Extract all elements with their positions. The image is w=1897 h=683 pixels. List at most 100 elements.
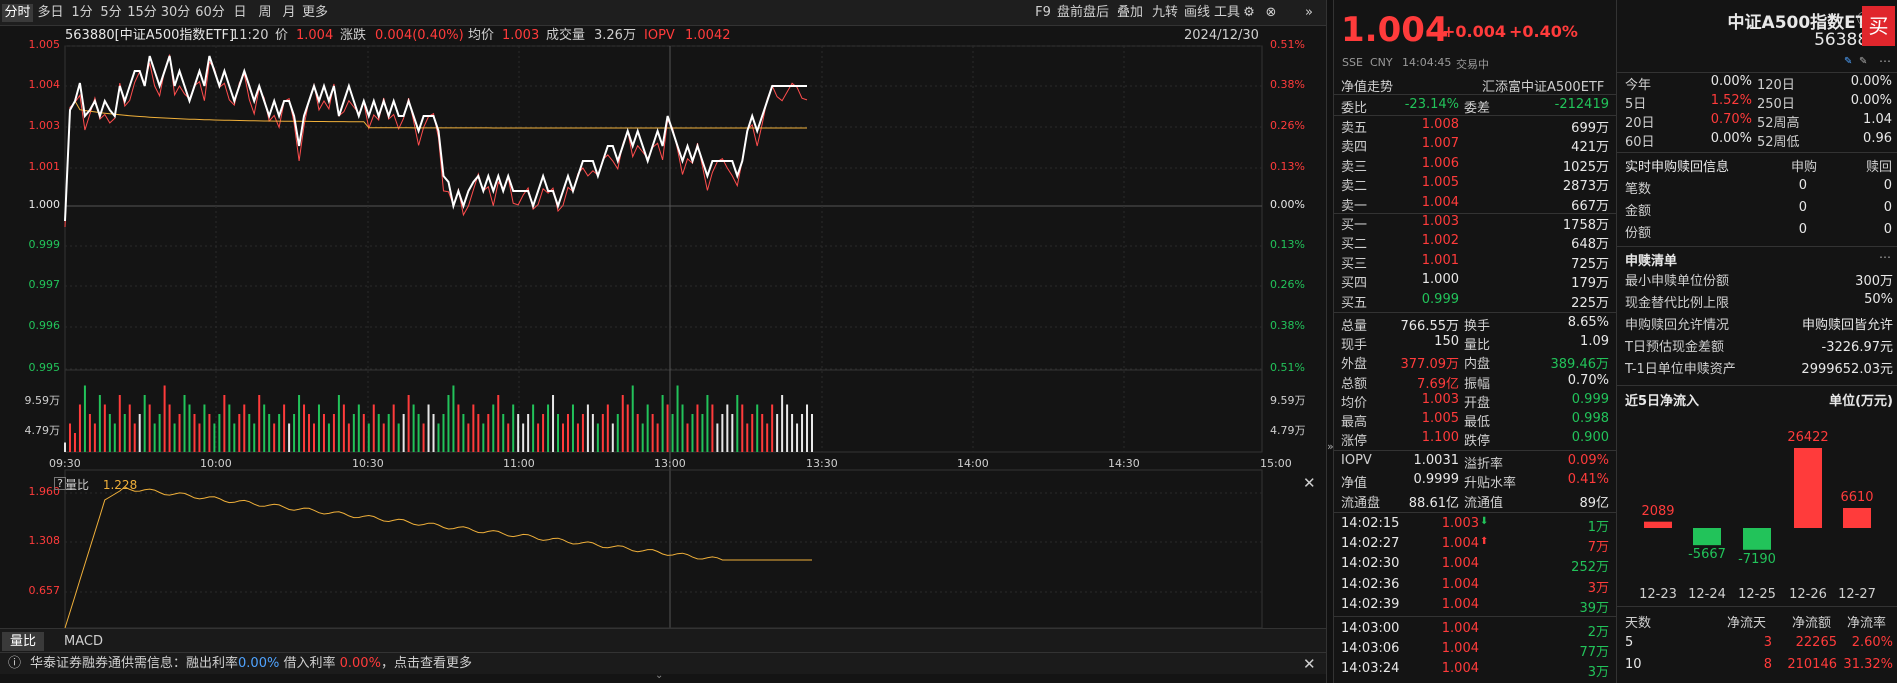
close-icon[interactable]: ⊗ <box>1265 5 1277 20</box>
note-icon[interactable]: ✎ <box>1859 56 1868 67</box>
more-icon[interactable]: ⋯ <box>1879 250 1891 264</box>
period-label: 52周低 <box>1757 135 1800 150</box>
price-axis-label: 1.004 <box>28 78 61 91</box>
volume-bar <box>442 414 445 452</box>
notice-mid: 借入利率 <box>283 656 336 671</box>
toolbar-tab-2[interactable]: 1分 <box>71 5 93 20</box>
volume-bar <box>412 404 415 452</box>
toolbar-tab-7[interactable]: 日 <box>233 5 247 20</box>
flow-value-label: 2089 <box>1641 503 1675 519</box>
toolbar-right-tab-1[interactable]: 盘前盘后 <box>1056 5 1109 20</box>
stat-label: 总量 <box>1341 319 1368 334</box>
bid-size: 225万 <box>1571 295 1609 311</box>
flow-table-head: 天数 <box>1625 616 1652 631</box>
toolbar-tab-0[interactable]: 分时 <box>2 4 33 22</box>
ask-price: 1.005 <box>1421 175 1459 191</box>
volume-ratio-line <box>64 486 812 628</box>
volume-bar <box>337 395 340 452</box>
collapse-icon[interactable]: » <box>1305 5 1313 20</box>
time-axis-label: 14:00 <box>957 457 989 470</box>
stat2-value: 0.09% <box>1567 453 1609 468</box>
tick-volume: 252万 <box>1571 560 1609 576</box>
volume-label: 成交量 <box>546 28 586 43</box>
volume-bar <box>178 414 181 452</box>
ask-label: 卖二 <box>1341 179 1368 195</box>
volume-bar <box>736 395 739 452</box>
volume-bar <box>537 423 540 452</box>
pct-axis-label: 0.00% <box>1270 198 1305 211</box>
info-bar: 563880[中证A500指数ETF] 11:20 价 1.004 涨跌 0.0… <box>0 26 1326 46</box>
flow-table-cell: 2.60% <box>1851 635 1893 650</box>
toolbar-tab-4[interactable]: 15分 <box>127 5 157 20</box>
more-icon[interactable]: ⋯ <box>1879 54 1891 68</box>
toolbar-right-tab-2[interactable]: 叠加 <box>1116 5 1143 20</box>
volume-bar <box>288 423 291 452</box>
volume-bar <box>367 423 370 452</box>
bottom-tab-1[interactable]: MACD <box>64 634 103 649</box>
toolbar-tab-5[interactable]: 30分 <box>160 5 191 20</box>
volume-bar <box>626 404 629 452</box>
help-icon[interactable]: ? <box>54 477 66 490</box>
flow-date-label: 12-25 <box>1738 587 1776 602</box>
stat2-value: 1.0031 <box>1413 453 1460 468</box>
edit-icon[interactable]: ✎ <box>1844 56 1853 67</box>
sub-axis-label: 0.657 <box>28 584 61 597</box>
toolbar-right-tab-3[interactable]: 九转 <box>1151 5 1178 20</box>
toolbar-tab-10[interactable]: 更多 <box>301 5 328 20</box>
toolbar-tab-6[interactable]: 60分 <box>195 5 225 20</box>
volume-bar <box>492 404 495 452</box>
volume-bar <box>811 414 813 452</box>
notice-bar[interactable]: ⓘ 华泰证券融券通供需信息：融出利率0.00% 借入利率 0.00%，点击查看更… <box>0 652 1326 674</box>
volume-bar <box>243 404 246 452</box>
volume-bar <box>163 385 166 452</box>
toolbar-tab-9[interactable]: 月 <box>282 5 296 20</box>
volume-bar <box>656 423 659 452</box>
panel-splitter[interactable]: » <box>1326 0 1334 683</box>
volume-bar <box>238 414 241 452</box>
chart-frame <box>64 45 1263 453</box>
ask-price: 1.004 <box>1421 194 1459 210</box>
toolbar-tab-3[interactable]: 5分 <box>100 5 122 20</box>
volume-bar <box>502 414 505 452</box>
time-axis-label: 13:00 <box>654 457 686 470</box>
chevron-right-icon[interactable]: » <box>1327 440 1334 453</box>
volume-bar <box>636 414 639 452</box>
stat2-label: 溢折率 <box>1464 457 1504 472</box>
volume-bar <box>696 404 699 452</box>
intraday-chart[interactable] <box>0 0 1326 628</box>
bottom-tab-0[interactable]: 量比 <box>2 632 45 651</box>
arrow-up-icon: ⬆ <box>1480 536 1489 548</box>
tick-volume: 7万 <box>1587 540 1609 556</box>
toolbar-right-tab-4[interactable]: 画线 <box>1183 5 1210 20</box>
tick-volume: 3万 <box>1587 665 1609 681</box>
quote-time: 14:04:45 <box>1402 56 1452 69</box>
toolbar-tab-1[interactable]: 多日 <box>37 5 64 20</box>
gear-icon[interactable]: ⚙ <box>1243 5 1255 20</box>
ask-size: 2873万 <box>1562 179 1609 195</box>
toolbar-right-tab-0[interactable]: F9 <box>1035 5 1051 20</box>
volume-bar <box>641 423 644 452</box>
toolbar-tab-8[interactable]: 周 <box>258 5 272 20</box>
toolbar-right-tab-5[interactable]: 工具 <box>1214 5 1241 20</box>
notice-close-icon[interactable]: ✕ <box>1303 655 1316 673</box>
arrow-down-icon: ⬇ <box>1480 516 1489 527</box>
volume-bar <box>746 423 749 452</box>
volume-bar <box>263 404 266 452</box>
volume-bar <box>143 395 146 452</box>
bid-size: 648万 <box>1571 237 1609 253</box>
quote-price: 1.004 <box>1341 10 1449 50</box>
tick-price: 1.004 <box>1441 661 1479 677</box>
expand-down-icon[interactable]: ⌄ <box>655 670 664 681</box>
bid-label: 买三 <box>1341 256 1368 272</box>
stat2-label: 净值 <box>1341 476 1368 492</box>
volume-bar <box>98 395 101 452</box>
buy-button[interactable]: 买 <box>1862 6 1895 46</box>
flow-unit: 单位(万元) <box>1829 394 1893 409</box>
stat-label: 跌停 <box>1464 434 1491 450</box>
stat-value: 0.900 <box>1571 430 1609 446</box>
nav-trend-link[interactable]: 净值走势 <box>1341 80 1394 95</box>
flow-table-head: 净流天 <box>1727 616 1767 631</box>
sub-chart-close-icon[interactable]: ✕ <box>1303 474 1316 492</box>
redeem-value: 0 <box>1798 200 1807 215</box>
volume-bar <box>188 404 191 452</box>
